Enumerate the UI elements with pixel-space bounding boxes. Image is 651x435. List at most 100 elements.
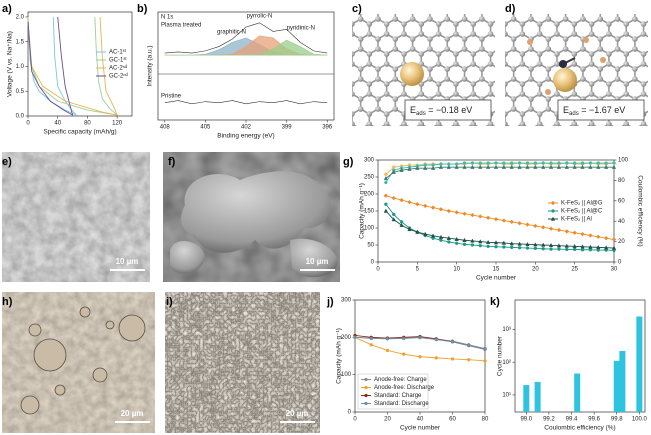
x-tick-label: 405 — [200, 125, 211, 131]
bond — [421, 139, 430, 144]
bond — [343, 139, 352, 144]
carbon-atom — [519, 61, 526, 67]
bond — [343, 4, 352, 9]
symbol: E — [410, 105, 416, 115]
micrograph-h: 20 µm — [2, 292, 155, 433]
bond — [447, 4, 456, 9]
legend-label: Anode-free: Discharge — [374, 385, 435, 391]
carbon-atom — [470, 51, 477, 57]
marker — [588, 233, 593, 238]
carbon-atom — [597, 16, 604, 22]
marker — [385, 337, 390, 341]
bond — [508, 139, 517, 144]
bar — [574, 373, 581, 412]
legend: K-FeS₂ || Al@G K-FeS₂ || Al@C K-FeS₂ || Al — [548, 201, 603, 223]
y-axis-label: Cycle number — [497, 335, 504, 376]
bond — [335, 139, 344, 144]
bond — [404, 139, 413, 144]
carbon-atom — [580, 16, 586, 22]
bond — [378, 4, 387, 9]
bond — [421, 4, 430, 9]
carbon-atom — [519, 21, 526, 27]
chart: 408 405 402 399 396 Binding energy (eV) Intens… — [147, 11, 335, 140]
carbon-atom — [528, 106, 534, 112]
marker — [604, 164, 609, 169]
marker — [486, 161, 490, 165]
carbon-atom — [494, 136, 500, 142]
bond — [583, 4, 592, 9]
carbon-atom — [528, 96, 534, 102]
carbon-atom — [520, 1, 526, 7]
carbon-atom — [562, 36, 569, 42]
carbon-atom — [554, 141, 560, 147]
y2-tick-label: 40 — [618, 219, 625, 225]
carbon-atom — [436, 1, 442, 7]
marker — [430, 205, 436, 210]
marker — [407, 166, 412, 171]
y-tick-label: 100 — [341, 372, 352, 378]
carbon-atom — [640, 51, 647, 57]
carbon-atom — [435, 121, 442, 126]
carbon-atom — [341, 126, 347, 132]
series-line — [385, 162, 615, 175]
carbon-atom — [383, 111, 390, 117]
bond — [456, 139, 465, 144]
carbon-atom — [323, 16, 329, 22]
carbon-atom — [418, 31, 425, 37]
marker — [494, 244, 498, 249]
marker — [509, 241, 514, 246]
bond — [505, 113, 506, 114]
y-axis-label: Capacity (mAh g⁻¹) — [336, 328, 343, 384]
energy-label: Eads = −1.67 eV — [563, 105, 625, 116]
marker — [462, 161, 467, 165]
carbon-atom — [349, 141, 355, 147]
bond — [531, 4, 540, 9]
carbon-atom — [352, 121, 355, 126]
carbon-atom — [571, 61, 578, 67]
adsorption-energy-d: Eads = −1.67 eV — [557, 99, 645, 121]
marker — [494, 161, 498, 165]
bond — [352, 34, 353, 35]
x-tick-label: 99.8 — [611, 417, 623, 423]
carbon-atom — [511, 126, 517, 132]
carbon-atom — [562, 16, 569, 22]
x-tick-label: 40 — [54, 121, 61, 127]
carbon-atom — [496, 126, 502, 132]
x-tick-label: 99.2 — [543, 417, 555, 423]
carbon-atom — [366, 121, 373, 126]
carbon-atom — [487, 121, 494, 126]
carbon-atom — [435, 61, 442, 67]
y-tick-label: 50 — [367, 243, 374, 249]
carbon-atom — [323, 6, 329, 12]
bond — [430, 139, 439, 144]
carbon-atom — [606, 21, 612, 27]
bond — [473, 139, 482, 144]
marker — [557, 247, 561, 251]
marker — [493, 240, 499, 245]
x-tick-label: 100.0 — [632, 417, 648, 423]
carbon-atom — [479, 16, 485, 22]
carbon-atom — [332, 141, 338, 147]
bond — [352, 83, 353, 84]
bond — [505, 53, 506, 54]
marker — [548, 226, 554, 231]
micrograph-e: 10 µm — [2, 152, 150, 282]
series-line — [385, 210, 615, 249]
sem-image — [165, 292, 320, 433]
x-tick-label: 99.4 — [566, 417, 578, 423]
scale-bar-label: 10 µm — [306, 257, 329, 266]
marker — [509, 164, 514, 169]
y-tick-label: 0.5 — [16, 89, 25, 95]
particle — [170, 240, 205, 274]
carbon-atom — [496, 136, 502, 142]
metal-atom — [553, 68, 577, 92]
carbon-atom — [401, 51, 407, 57]
carbon-atom — [401, 31, 407, 37]
marker — [446, 208, 452, 214]
carbon-atom — [554, 31, 560, 37]
marker — [510, 161, 514, 165]
carbon-atom — [453, 121, 459, 126]
marker — [391, 195, 396, 201]
marker — [596, 161, 600, 165]
legend-label: AC-2ⁿᵈ — [109, 65, 127, 72]
